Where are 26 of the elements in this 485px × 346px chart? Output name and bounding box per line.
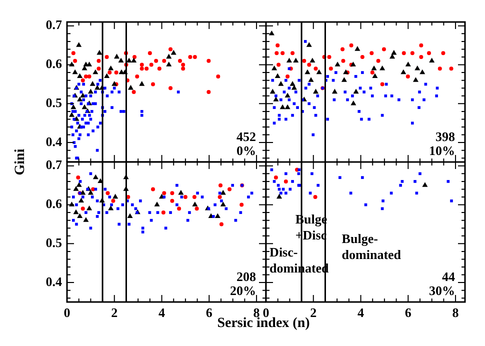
y-tick-label: 0.7 [46, 17, 62, 32]
annotation: 44 [442, 268, 456, 284]
y-tick-label: 0.5 [46, 95, 62, 110]
x-tick-label: 6 [206, 305, 213, 320]
y-tick-label: 0.7 [46, 157, 62, 172]
x-tick-label: 4 [158, 305, 166, 320]
x-tick-label: 0 [64, 305, 70, 320]
y-axis-title: Gini [13, 148, 30, 176]
annotation: 10% [429, 142, 455, 158]
y-tick-label: 0.6 [46, 56, 62, 72]
annotation: 452 [236, 128, 256, 144]
annotation: 20% [230, 282, 256, 298]
y-tick-label: 0.5 [46, 235, 62, 250]
annotation: 398 [436, 128, 456, 144]
x-tick-label: 4 [358, 305, 365, 320]
annotation: 0% [236, 142, 256, 158]
x-tick-label: 2 [111, 305, 118, 320]
y-tick-label: 0.6 [46, 196, 62, 212]
y-tick-label: 0.4 [46, 274, 62, 289]
x-tick-label: 6 [404, 305, 412, 320]
x-tick-label: 2 [310, 305, 317, 320]
annotation: 208 [236, 268, 256, 284]
annotation: Bulge- dominated [342, 231, 402, 262]
y-tick-label: 0.4 [46, 134, 62, 149]
annotation: 30% [429, 282, 455, 298]
x-tick-label: 8 [452, 305, 460, 320]
